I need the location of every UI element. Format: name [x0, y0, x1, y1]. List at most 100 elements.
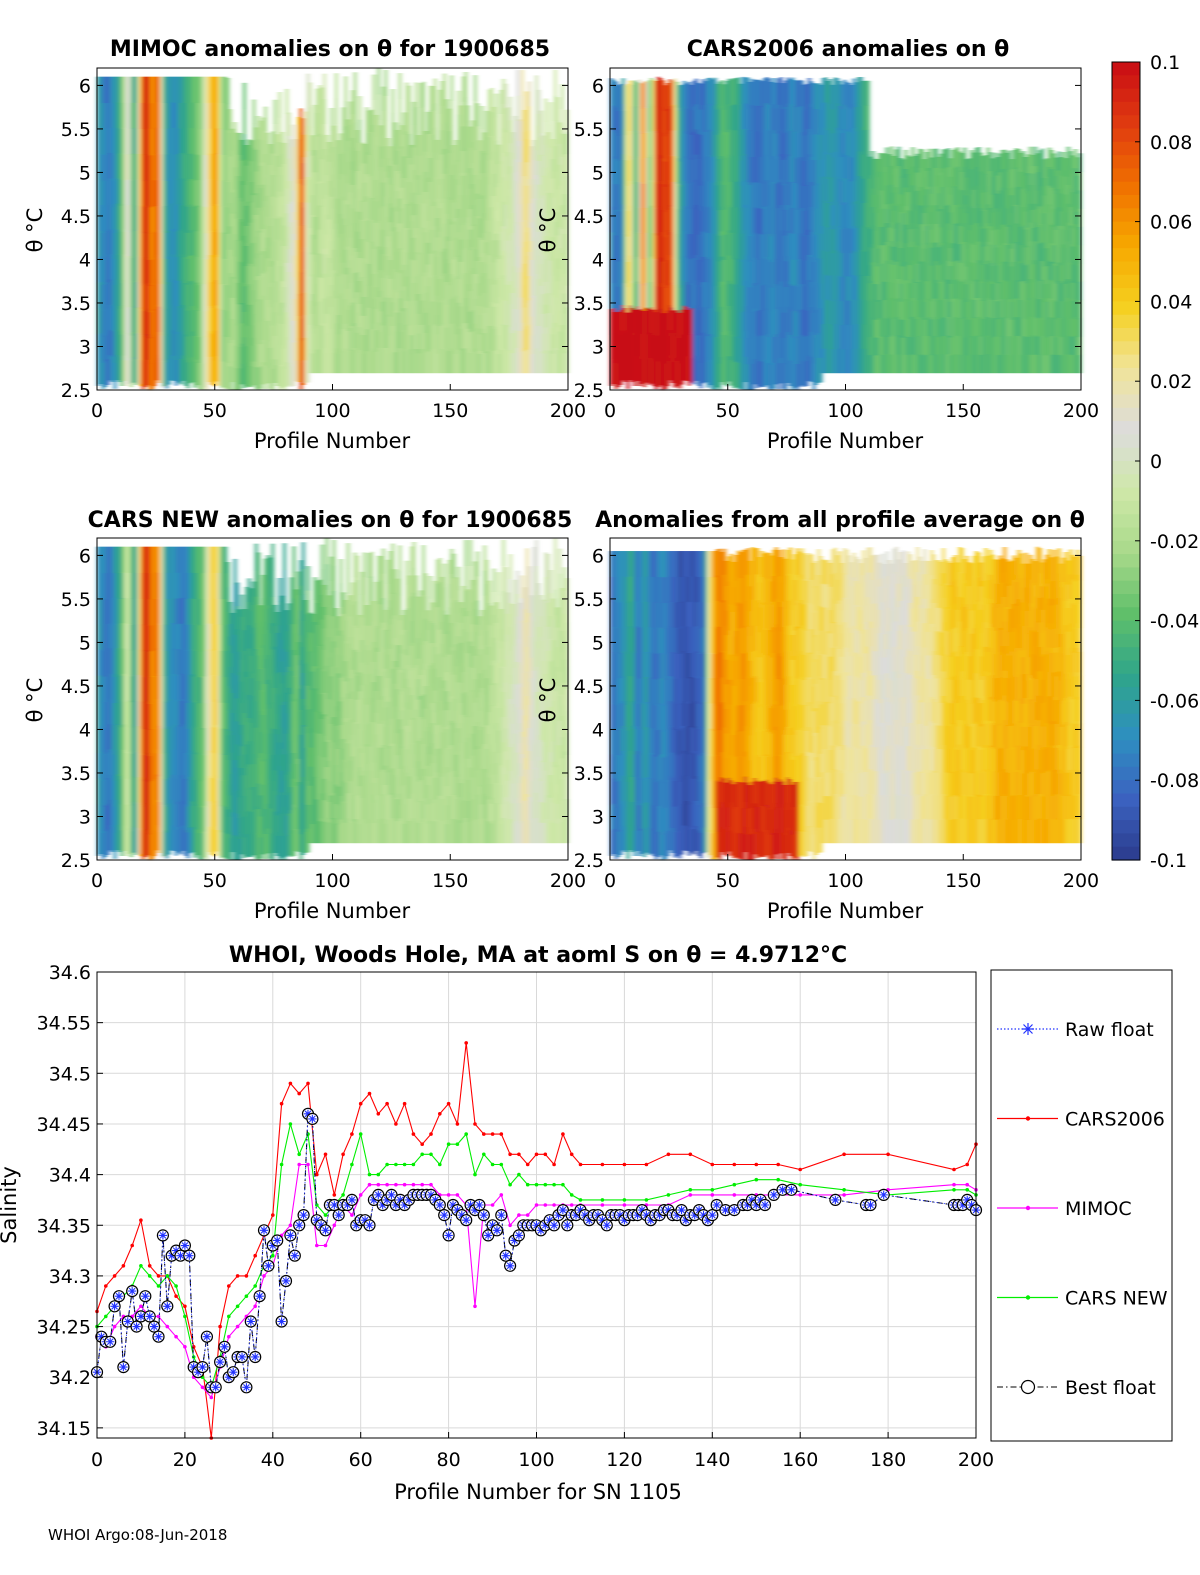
- heatmap-cell: [160, 335, 164, 362]
- heatmap-cell: [516, 347, 520, 374]
- heatmap-cell: [478, 198, 482, 219]
- heatmap-cell: [299, 341, 303, 366]
- heatmap-cell: [633, 182, 637, 209]
- heatmap-cell: [245, 265, 249, 287]
- heatmap-cell: [666, 183, 670, 210]
- heatmap-cell: [513, 180, 517, 203]
- heatmap-cell: [972, 280, 976, 300]
- heatmap-cell: [214, 203, 218, 230]
- heatmap-cell: [417, 154, 421, 176]
- heatmap-cell: [1000, 205, 1004, 225]
- heatmap-cell: [257, 252, 261, 277]
- heatmap-cell: [367, 110, 371, 133]
- heatmap-cell: [843, 152, 847, 178]
- heatmap-cell: [476, 103, 480, 127]
- heatmap-cell: [433, 78, 437, 104]
- heatmap-cell: [975, 278, 978, 299]
- heatmap-cell: [701, 357, 705, 384]
- heatmap-cell: [228, 202, 232, 227]
- heatmap-cell: [97, 700, 100, 728]
- heatmap-cell: [937, 246, 941, 266]
- heatmap-cell: [238, 175, 242, 198]
- heatmap-cell: [734, 206, 738, 234]
- heatmap-cell: [440, 81, 444, 106]
- heatmap-cell: [332, 331, 336, 353]
- heatmap-cell: [814, 359, 818, 386]
- heatmap-cell: [1043, 301, 1047, 320]
- heatmap-cell: [732, 155, 736, 182]
- heatmap-cell: [829, 348, 832, 374]
- heatmap-cell: [240, 160, 244, 182]
- heatmap-cell: [144, 360, 148, 388]
- heatmap-cell: [963, 203, 967, 224]
- heatmap-cell: [146, 333, 150, 360]
- heatmap-cell: [920, 353, 924, 374]
- heatmap-cell: [774, 308, 778, 335]
- heatmap-cell: [235, 218, 239, 241]
- heatmap-cell: [445, 99, 449, 123]
- heatmap-cell: [386, 333, 390, 354]
- heatmap-cell: [330, 240, 334, 263]
- heatmap-cell: [113, 546, 117, 574]
- heatmap-cell: [666, 83, 670, 109]
- heatmap-cell: [457, 184, 461, 209]
- heatmap-cell: [320, 277, 324, 302]
- heatmap-cell: [426, 155, 430, 178]
- heatmap-cell: [911, 353, 915, 374]
- heatmap-cell: [217, 307, 221, 335]
- heatmap-cell: [318, 85, 322, 110]
- heatmap-cell: [304, 269, 308, 293]
- heatmap-cell: [235, 196, 239, 219]
- heatmap-cell: [384, 170, 388, 197]
- heatmap-cell: [956, 222, 960, 242]
- heatmap-cell: [1017, 204, 1021, 225]
- heatmap-cell: [1031, 300, 1035, 319]
- heatmap-cell: [654, 183, 658, 210]
- heatmap-cell: [160, 283, 164, 311]
- heatmap-cell: [184, 308, 188, 335]
- heatmap-cell: [523, 328, 527, 352]
- heatmap-cell: [984, 155, 988, 174]
- heatmap-cell: [1062, 317, 1066, 337]
- heatmap-cell: [339, 173, 343, 194]
- heatmap-cell: [678, 312, 682, 339]
- heatmap-cell: [414, 251, 418, 277]
- heatmap-cell: [793, 310, 797, 337]
- heatmap-cell: [129, 309, 133, 336]
- heatmap-cell: [254, 192, 258, 215]
- heatmap-cell: [1000, 298, 1004, 318]
- heatmap-cell: [306, 176, 310, 203]
- heatmap-cell: [436, 256, 440, 277]
- heatmap-cell: [1045, 194, 1049, 213]
- heatmap-cell: [1078, 262, 1082, 282]
- heatmap-cell: [1043, 265, 1047, 285]
- heatmap-cell: [184, 179, 188, 206]
- heatmap-cell: [826, 105, 830, 131]
- heatmap-cell: [106, 204, 110, 232]
- heatmap-cell: [711, 259, 715, 287]
- heatmap-cell: [457, 349, 461, 374]
- heatmap-cell: [758, 258, 762, 285]
- heatmap-cell: [770, 287, 774, 314]
- heatmap-cell: [697, 360, 701, 386]
- heatmap-cell: [311, 214, 315, 235]
- heatmap-cell: [975, 260, 978, 280]
- heatmap-cell: [268, 245, 272, 267]
- heatmap-cell: [480, 328, 484, 351]
- heatmap-cell: [440, 178, 444, 204]
- heatmap-cell: [247, 283, 251, 305]
- heatmap-cell: [911, 147, 915, 167]
- heatmap-cell: [539, 219, 543, 243]
- heatmap-cell: [490, 301, 494, 326]
- heatmap-cell: [949, 354, 953, 374]
- heatmap-cell: [412, 237, 416, 261]
- heatmap-cell: [756, 182, 759, 209]
- heatmap-cell: [226, 258, 230, 286]
- heatmap-cell: [417, 313, 421, 334]
- heatmap-cell: [499, 207, 503, 232]
- heatmap-cell: [546, 152, 550, 173]
- heatmap-cell: [226, 77, 230, 105]
- heatmap-cell: [170, 253, 173, 280]
- heatmap-cell: [386, 157, 390, 178]
- heatmap-cell: [520, 70, 524, 96]
